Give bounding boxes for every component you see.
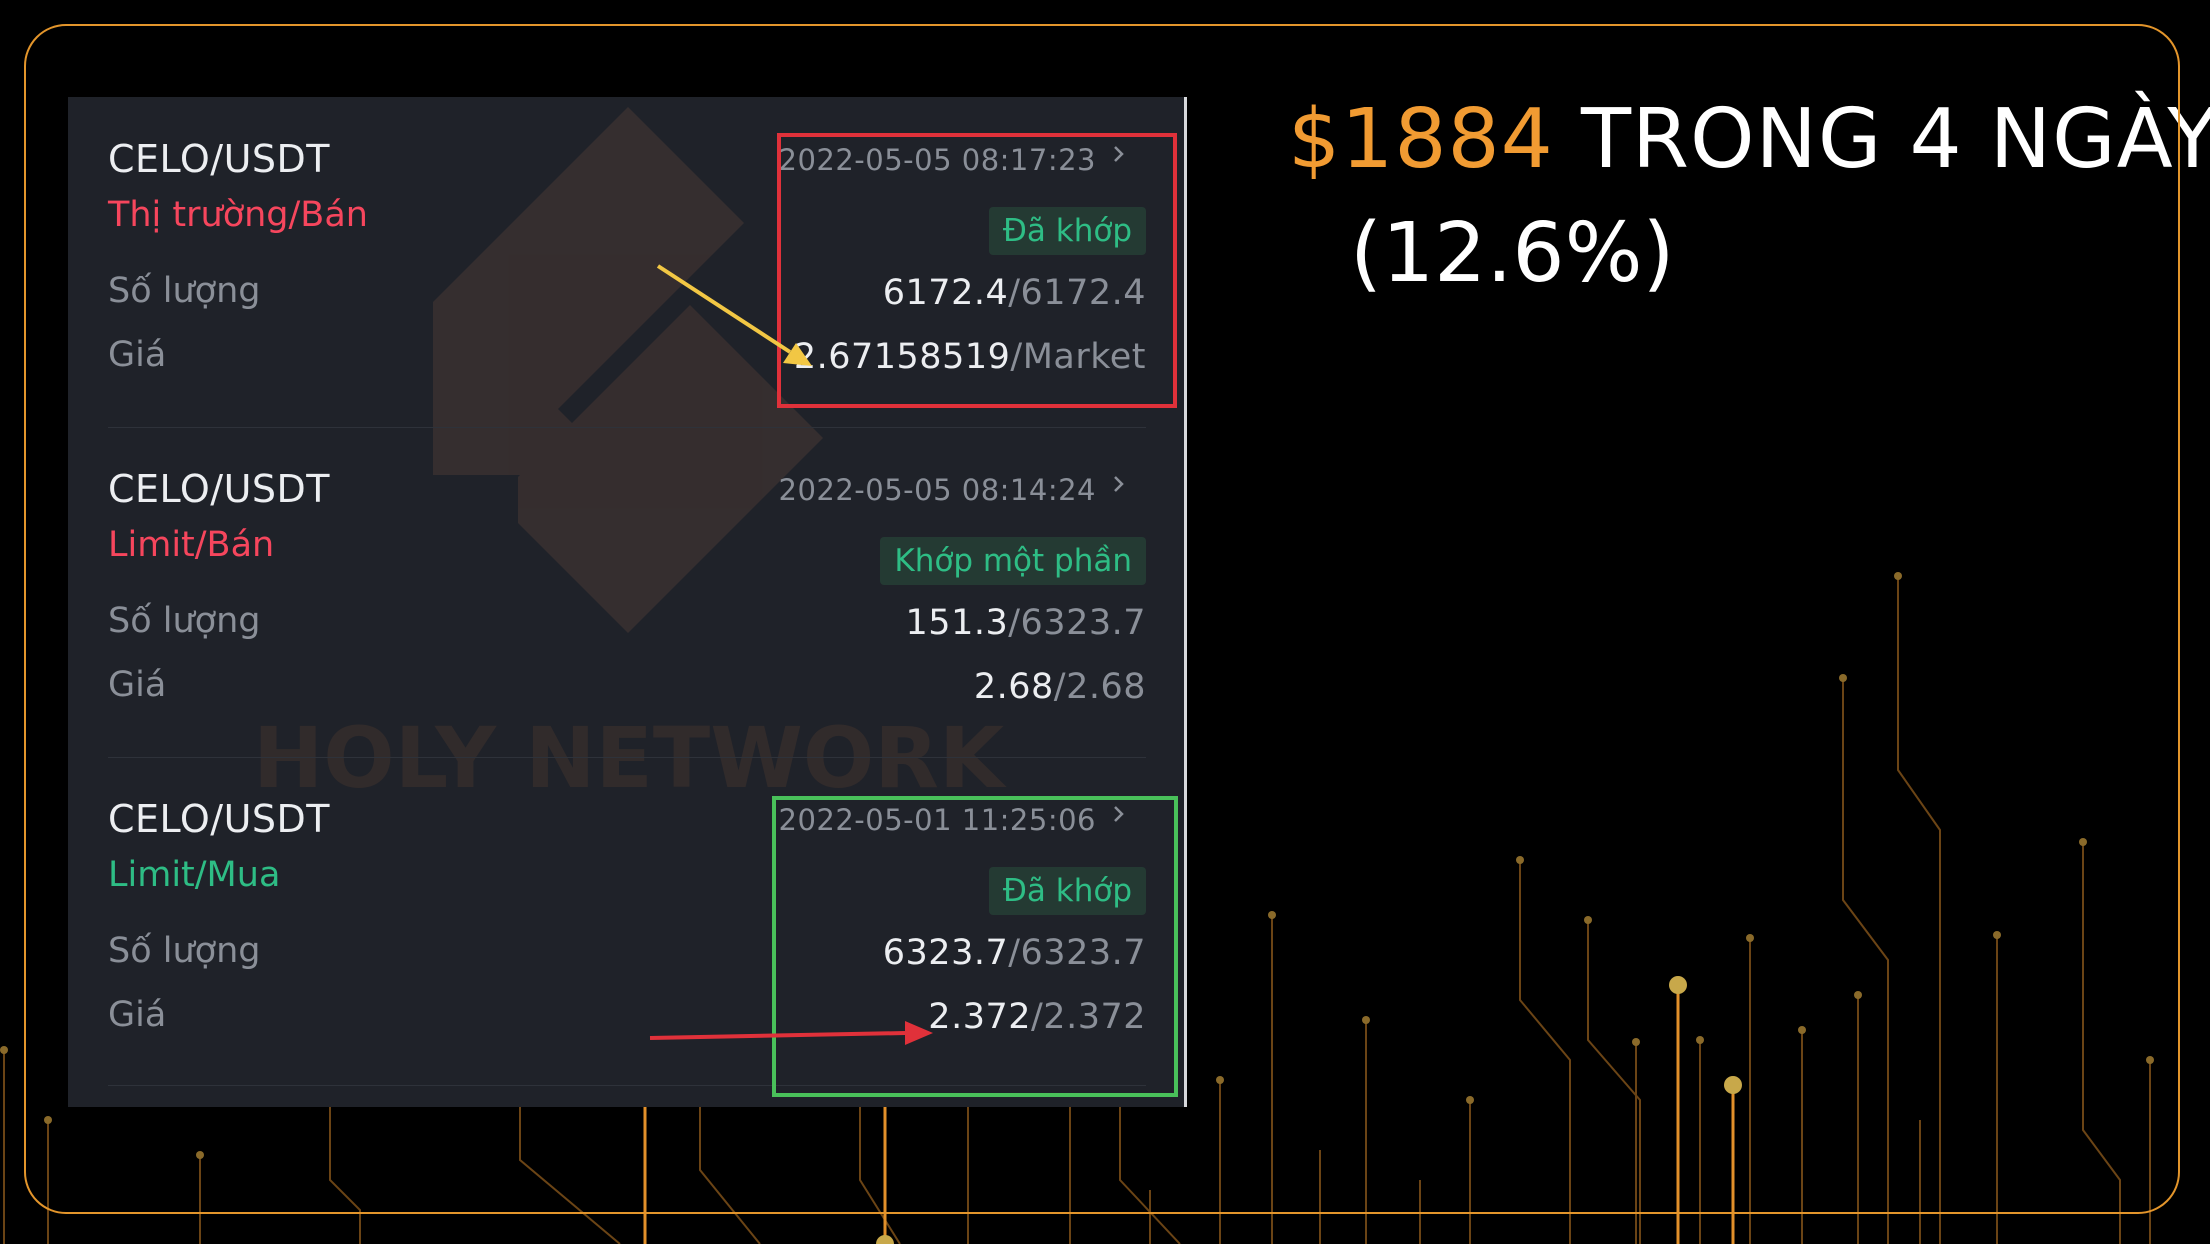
panel-edge	[1184, 97, 1187, 1107]
order-time: 2022-05-05 08:17:23	[778, 143, 1096, 177]
order-history-panel: HOLY NETWORK CELO/USDT Thị trường/Bán Số…	[68, 97, 1186, 1107]
chevron-right-icon[interactable]	[1102, 797, 1136, 831]
price-filled: 2.372	[928, 997, 1031, 1037]
holy-network-watermark: HOLY NETWORK	[253, 107, 1007, 807]
order-price: 2.67158519/Market	[793, 337, 1146, 377]
divider	[108, 757, 1146, 758]
profit-period: TRONG 4 NGÀY	[1580, 92, 2210, 187]
order-status-badge: Khớp một phần	[880, 537, 1146, 585]
order-time: 2022-05-05 08:14:24	[778, 473, 1096, 507]
price-label: Giá	[108, 995, 167, 1035]
quantity-filled: 151.3	[905, 603, 1009, 643]
order-status-badge: Đã khớp	[988, 867, 1146, 915]
order-quantity: 151.3/6323.7	[905, 603, 1146, 643]
price-total: Market	[1022, 337, 1146, 377]
order-pair: CELO/USDT	[108, 797, 330, 841]
price-label: Giá	[108, 665, 167, 705]
order-pair: CELO/USDT	[108, 137, 330, 181]
price-total: 2.372	[1043, 997, 1146, 1037]
divider	[108, 427, 1146, 428]
highlight-box-buy	[772, 796, 1178, 1097]
price-label: Giá	[108, 335, 167, 375]
quantity-filled: 6172.4	[882, 273, 1009, 313]
price-filled: 2.68	[973, 667, 1054, 707]
order-type: Limit/Mua	[108, 855, 281, 895]
price-total: 2.68	[1066, 667, 1146, 707]
chevron-right-icon[interactable]	[1102, 137, 1136, 171]
highlight-box-sell	[777, 133, 1177, 408]
order-type: Limit/Bán	[108, 525, 275, 565]
price-filled: 2.67158519	[793, 337, 1011, 377]
watermark-text: HOLY NETWORK	[253, 709, 1007, 807]
order-time: 2022-05-01 11:25:06	[778, 803, 1096, 837]
quantity-label: Số lượng	[108, 931, 261, 971]
quantity-total: 6323.7	[1020, 603, 1146, 643]
quantity-filled: 6323.7	[882, 933, 1009, 973]
quantity-label: Số lượng	[108, 271, 261, 311]
divider	[108, 1085, 1146, 1086]
order-quantity: 6172.4/6172.4	[882, 273, 1146, 313]
profit-percent: (12.6%)	[1350, 206, 1675, 301]
profit-headline: $1884 TRONG 4 NGÀY	[1288, 92, 2210, 187]
order-status-badge: Đã khớp	[988, 207, 1146, 255]
quantity-total: 6172.4	[1020, 273, 1146, 313]
quantity-label: Số lượng	[108, 601, 261, 641]
chevron-right-icon[interactable]	[1102, 467, 1136, 501]
order-row[interactable]: CELO/USDT Limit/Mua Số lượng Giá 2022-05…	[68, 757, 1186, 1085]
profit-amount: $1884	[1288, 92, 1554, 187]
order-price: 2.68/2.68	[973, 667, 1146, 707]
order-row[interactable]: CELO/USDT Limit/Bán Số lượng Giá 2022-05…	[68, 427, 1186, 755]
order-type: Thị trường/Bán	[108, 195, 368, 235]
order-row[interactable]: CELO/USDT Thị trường/Bán Số lượng Giá 20…	[68, 97, 1186, 425]
order-price: 2.372/2.372	[928, 997, 1146, 1037]
order-pair: CELO/USDT	[108, 467, 330, 511]
order-quantity: 6323.7/6323.7	[882, 933, 1146, 973]
quantity-total: 6323.7	[1020, 933, 1146, 973]
